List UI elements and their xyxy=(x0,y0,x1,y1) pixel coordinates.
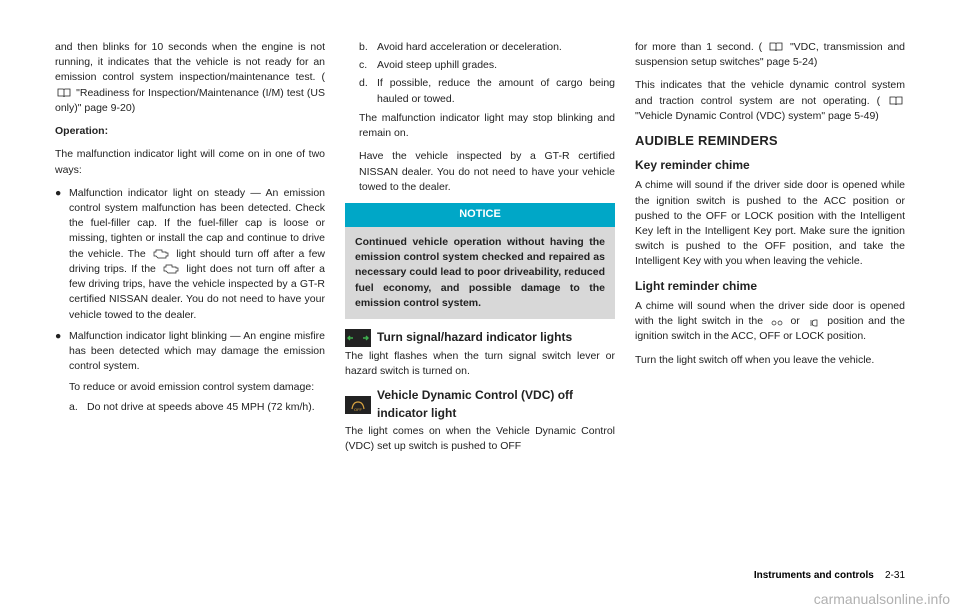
sub-body: Do not drive at speeds above 45 MPH (72 … xyxy=(87,400,325,415)
text: "Readiness for Inspection/Maintenance (I… xyxy=(55,87,325,114)
headlight-icon xyxy=(807,317,821,325)
engine-icon xyxy=(162,264,180,274)
book-icon xyxy=(57,88,71,98)
operation-label: Operation: xyxy=(55,124,325,139)
watermark: carmanualsonline.info xyxy=(814,591,950,607)
paragraph: Turn the light switch off when you leave… xyxy=(635,353,905,368)
h2-light-reminder: Light reminder chime xyxy=(635,278,905,295)
svg-text:OFF: OFF xyxy=(354,407,363,412)
engine-icon xyxy=(152,249,170,259)
paragraph: The malfunction indicator light may stop… xyxy=(359,111,615,141)
h1-audible: AUDIBLE REMINDERS xyxy=(635,132,905,151)
bullet-body: Malfunction indicator light blinking — A… xyxy=(69,329,325,418)
sub-item: b. Avoid hard acceleration or decelerati… xyxy=(359,40,615,55)
manual-page: and then blinks for 10 seconds when the … xyxy=(0,0,960,475)
sub-body: If possible, reduce the amount of cargo … xyxy=(377,76,615,106)
parking-light-icon xyxy=(770,317,784,325)
sub-item: d. If possible, reduce the amount of car… xyxy=(359,76,615,106)
paragraph: The light comes on when the Vehicle Dyna… xyxy=(345,424,615,454)
text: "Vehicle Dynamic Control (VDC) system" p… xyxy=(635,110,879,122)
section-heading: Turn signal/hazard indicator lights xyxy=(377,329,572,346)
sub-mark: c. xyxy=(359,58,377,73)
paragraph: A chime will sound if the driver side do… xyxy=(635,178,905,269)
sub-mark: d. xyxy=(359,76,377,106)
column-2: b. Avoid hard acceleration or decelerati… xyxy=(345,40,615,455)
paragraph: and then blinks for 10 seconds when the … xyxy=(55,40,325,116)
page-footer: Instruments and controls 2-31 xyxy=(754,570,905,581)
text: To reduce or avoid emission control syst… xyxy=(69,380,325,395)
turn-signal-icon xyxy=(345,329,371,347)
notice-header: NOTICE xyxy=(345,203,615,227)
sub-body: Avoid steep uphill grades. xyxy=(377,58,615,73)
section-heading-row: Turn signal/hazard indicator lights xyxy=(345,329,615,347)
section-heading-row: OFF Vehicle Dynamic Control (VDC) off in… xyxy=(345,387,615,422)
section-heading: Vehicle Dynamic Control (VDC) off indica… xyxy=(377,387,615,422)
text: for more than 1 second. ( xyxy=(635,41,762,53)
bullet-mark: ● xyxy=(55,186,69,323)
sub-item: c. Avoid steep uphill grades. xyxy=(359,58,615,73)
text: This indicates that the vehicle dynamic … xyxy=(635,79,905,106)
bullet-item: ● Malfunction indicator light on steady … xyxy=(55,186,325,323)
bullet-mark: ● xyxy=(55,329,69,418)
paragraph: The malfunction indicator light will com… xyxy=(55,147,325,177)
paragraph: for more than 1 second. ( "VDC, transmis… xyxy=(635,40,905,70)
footer-page: 2-31 xyxy=(885,570,905,581)
footer-section: Instruments and controls xyxy=(754,570,874,581)
paragraph: Have the vehicle inspected by a GT-R cer… xyxy=(359,149,615,195)
paragraph: The light flashes when the turn signal s… xyxy=(345,349,615,379)
notice-body: Continued vehicle operation without havi… xyxy=(345,227,615,319)
sub-mark: a. xyxy=(69,400,87,415)
vdc-off-icon: OFF xyxy=(345,396,371,414)
book-icon xyxy=(889,96,903,106)
bullet-item: ● Malfunction indicator light blinking —… xyxy=(55,329,325,418)
text: and then blinks for 10 seconds when the … xyxy=(55,41,325,83)
paragraph: This indicates that the vehicle dynamic … xyxy=(635,78,905,124)
column-1: and then blinks for 10 seconds when the … xyxy=(55,40,325,455)
h2-key-reminder: Key reminder chime xyxy=(635,157,905,174)
sub-mark: b. xyxy=(359,40,377,55)
book-icon xyxy=(769,42,783,52)
sub-item: a. Do not drive at speeds above 45 MPH (… xyxy=(69,400,325,415)
text: or xyxy=(790,315,804,327)
column-3: for more than 1 second. ( "VDC, transmis… xyxy=(635,40,905,455)
bullet-body: Malfunction indicator light on steady — … xyxy=(69,186,325,323)
text: Malfunction indicator light blinking — A… xyxy=(69,329,325,375)
sub-body: Avoid hard acceleration or deceleration. xyxy=(377,40,615,55)
paragraph: A chime will sound when the driver side … xyxy=(635,299,905,345)
